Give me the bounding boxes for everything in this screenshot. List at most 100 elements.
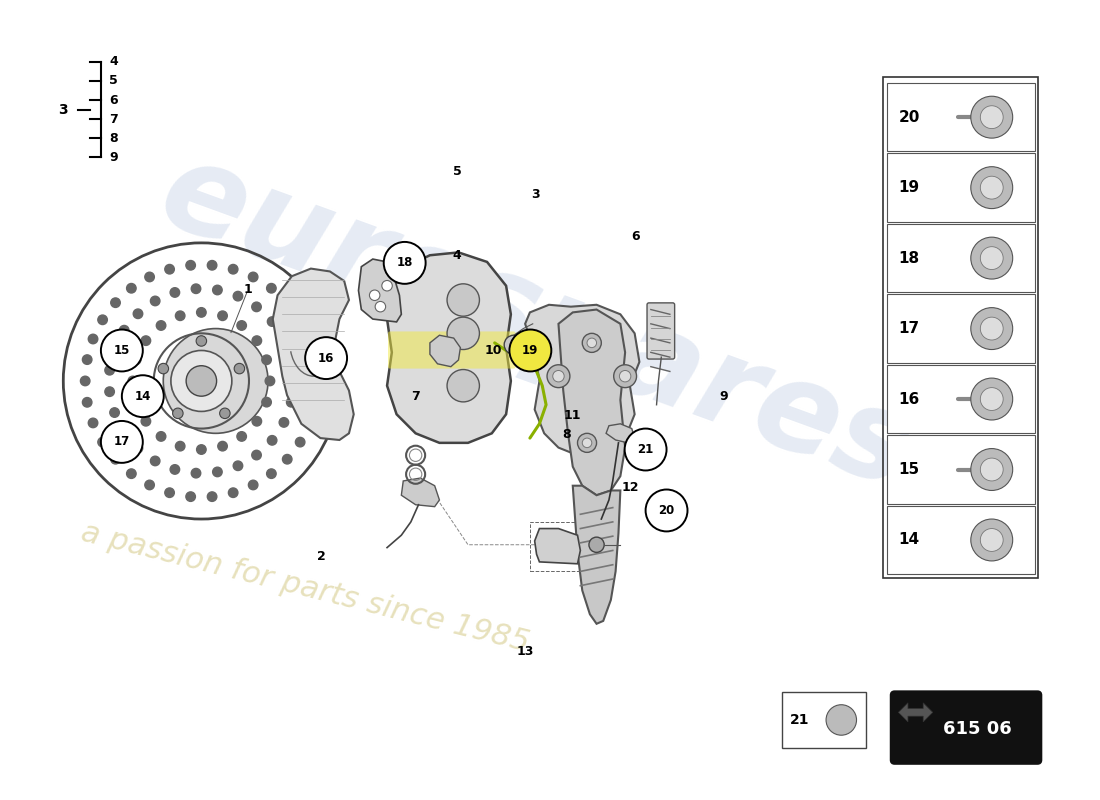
- Circle shape: [236, 432, 246, 441]
- Circle shape: [312, 376, 322, 386]
- Circle shape: [233, 291, 243, 301]
- Circle shape: [88, 334, 98, 344]
- Text: 20: 20: [899, 110, 920, 125]
- Circle shape: [88, 418, 98, 428]
- Text: 4: 4: [453, 249, 461, 262]
- Circle shape: [229, 265, 238, 274]
- Circle shape: [504, 335, 524, 354]
- Circle shape: [197, 445, 206, 454]
- Circle shape: [286, 355, 296, 365]
- Polygon shape: [387, 252, 510, 443]
- Circle shape: [252, 450, 262, 460]
- Polygon shape: [899, 703, 933, 722]
- Circle shape: [826, 705, 857, 735]
- Circle shape: [266, 283, 276, 293]
- Circle shape: [151, 456, 160, 466]
- Polygon shape: [573, 486, 620, 624]
- Text: 21: 21: [790, 713, 810, 727]
- Circle shape: [229, 488, 238, 498]
- Circle shape: [170, 288, 179, 298]
- Text: 15: 15: [899, 462, 920, 477]
- Bar: [887, 154, 1035, 222]
- Circle shape: [262, 355, 272, 365]
- Text: 7: 7: [109, 113, 118, 126]
- Circle shape: [212, 467, 222, 477]
- Circle shape: [971, 449, 1013, 490]
- Circle shape: [447, 370, 480, 402]
- Text: 9: 9: [109, 150, 118, 164]
- Text: 1: 1: [243, 283, 252, 296]
- Circle shape: [186, 366, 217, 396]
- Circle shape: [175, 311, 185, 321]
- Circle shape: [236, 321, 246, 330]
- Circle shape: [370, 290, 379, 301]
- Text: 6: 6: [109, 94, 118, 106]
- Circle shape: [82, 398, 92, 407]
- Circle shape: [971, 166, 1013, 209]
- Circle shape: [619, 370, 630, 382]
- Polygon shape: [359, 259, 402, 322]
- Text: 615 06: 615 06: [943, 719, 1012, 738]
- Bar: [887, 224, 1035, 292]
- Circle shape: [82, 355, 92, 364]
- Text: 16: 16: [318, 352, 334, 365]
- Circle shape: [165, 488, 174, 498]
- Circle shape: [547, 365, 570, 388]
- Circle shape: [191, 284, 201, 294]
- Circle shape: [126, 469, 136, 478]
- Circle shape: [980, 317, 1003, 340]
- Bar: [887, 294, 1035, 363]
- Text: 4: 4: [109, 55, 118, 69]
- Polygon shape: [402, 478, 439, 506]
- Polygon shape: [273, 269, 354, 440]
- Circle shape: [646, 490, 688, 531]
- Bar: [782, 692, 866, 747]
- Circle shape: [279, 418, 288, 427]
- Text: a passion for parts since 1985: a passion for parts since 1985: [78, 518, 532, 657]
- Circle shape: [98, 438, 108, 447]
- Text: 13: 13: [516, 645, 534, 658]
- Circle shape: [163, 329, 268, 434]
- Bar: [530, 522, 587, 571]
- Circle shape: [131, 398, 141, 407]
- Text: 16: 16: [899, 391, 920, 406]
- Circle shape: [971, 519, 1013, 561]
- Circle shape: [375, 302, 386, 312]
- Circle shape: [266, 469, 276, 478]
- Circle shape: [197, 308, 206, 317]
- Circle shape: [582, 438, 592, 448]
- Circle shape: [614, 365, 637, 388]
- Circle shape: [186, 261, 196, 270]
- Circle shape: [196, 336, 207, 346]
- Text: 12: 12: [621, 481, 639, 494]
- Circle shape: [104, 366, 114, 375]
- Circle shape: [104, 387, 114, 397]
- Text: 11: 11: [563, 409, 581, 422]
- Circle shape: [279, 334, 288, 344]
- Circle shape: [384, 242, 426, 284]
- Circle shape: [173, 408, 183, 418]
- Circle shape: [128, 376, 138, 386]
- Circle shape: [175, 442, 185, 451]
- Circle shape: [145, 272, 154, 282]
- Circle shape: [265, 376, 275, 386]
- Circle shape: [971, 308, 1013, 350]
- Circle shape: [980, 176, 1003, 199]
- Circle shape: [267, 317, 277, 326]
- Circle shape: [191, 469, 201, 478]
- Polygon shape: [525, 305, 639, 457]
- Circle shape: [582, 334, 602, 352]
- Circle shape: [980, 529, 1003, 551]
- Circle shape: [578, 434, 596, 452]
- Text: 3: 3: [531, 188, 540, 201]
- Bar: [883, 77, 1038, 578]
- Circle shape: [131, 355, 141, 365]
- Circle shape: [305, 334, 315, 344]
- Text: 7: 7: [410, 390, 419, 402]
- Text: 15: 15: [113, 344, 130, 357]
- Circle shape: [311, 355, 320, 364]
- Circle shape: [305, 337, 348, 379]
- Text: 18: 18: [899, 250, 920, 266]
- Bar: [887, 435, 1035, 504]
- Circle shape: [218, 311, 228, 321]
